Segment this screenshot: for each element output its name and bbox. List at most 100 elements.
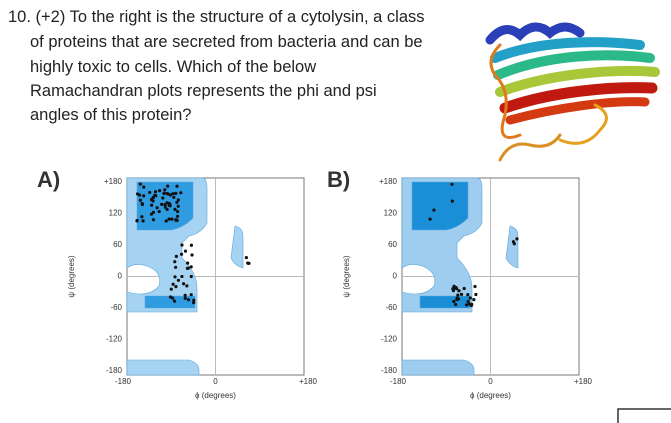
y-tick-label: -120 <box>106 335 123 344</box>
y-tick-label: 0 <box>393 272 398 281</box>
residue-dot <box>174 218 178 222</box>
y-tick-label: 60 <box>113 240 122 249</box>
y-tick-label: 120 <box>109 209 123 218</box>
residue-dot <box>452 299 456 304</box>
residue-dot <box>171 282 175 286</box>
x-tick-label: 0 <box>213 377 218 386</box>
residue-dot <box>185 266 190 270</box>
panel-label: B) <box>327 167 350 192</box>
residue-dot <box>432 208 436 212</box>
residue-dot <box>168 201 172 206</box>
residue-dot <box>428 217 432 221</box>
y-axis-label: ψ (degrees) <box>67 255 76 298</box>
y-tick-label: -60 <box>385 303 397 312</box>
residue-dot <box>173 260 177 264</box>
answer-box <box>617 408 671 423</box>
residue-dot <box>158 189 162 193</box>
residue-dot <box>175 200 179 204</box>
residue-dot <box>176 198 180 202</box>
residue-dot <box>153 193 157 197</box>
residue-dot <box>142 185 146 189</box>
residue-dot <box>473 284 477 289</box>
residue-dot <box>456 297 461 301</box>
residue-dot <box>462 286 466 291</box>
question-line: angles of this protein? <box>30 106 192 124</box>
y-tick-label: -60 <box>110 303 122 312</box>
residue-dot <box>192 301 196 305</box>
question-line: 10. (+2) To the right is the structure o… <box>8 8 425 26</box>
residue-dot <box>180 274 184 279</box>
residue-dot <box>466 299 470 304</box>
panel-label: A) <box>37 167 60 192</box>
ramachandran-plot <box>401 177 580 376</box>
residue-dot <box>164 219 168 223</box>
residue-dot <box>174 191 178 196</box>
residue-dot <box>165 201 169 205</box>
residue-dot <box>183 296 187 300</box>
y-tick-label: -180 <box>381 366 398 375</box>
residue-dot <box>456 293 460 297</box>
residue-dot <box>180 243 184 247</box>
residue-dot <box>166 184 170 188</box>
residue-dot <box>172 195 176 199</box>
residue-dot <box>454 285 458 290</box>
residue-dot <box>459 292 464 296</box>
residue-dot <box>183 293 187 297</box>
residue-dot <box>192 298 196 302</box>
residue-dot <box>162 191 166 195</box>
residue-dot <box>168 193 173 197</box>
residue-dot <box>474 292 478 297</box>
residue-dot <box>141 219 145 223</box>
residue-dot <box>163 188 167 192</box>
allowed-region <box>411 181 469 231</box>
residue-dot <box>176 209 180 214</box>
residue-dot <box>165 207 169 212</box>
residue-dot <box>175 214 180 218</box>
residue-dot <box>135 218 139 223</box>
residue-dot <box>155 206 159 210</box>
residue-dot <box>464 303 469 307</box>
residue-dot <box>469 303 473 308</box>
residue-dot <box>511 240 516 244</box>
residue-dot <box>183 249 188 253</box>
residue-dot <box>142 194 146 198</box>
residue-dot <box>174 285 178 289</box>
y-tick-label: 0 <box>118 272 123 281</box>
question-line: Ramachandran plots represents the phi an… <box>30 82 377 100</box>
residue-dot <box>165 191 169 196</box>
residue-dot <box>148 190 152 195</box>
x-tick-label: +180 <box>574 377 593 386</box>
allowed-region <box>505 225 519 269</box>
y-tick-label: 120 <box>384 209 398 218</box>
residue-dot <box>163 205 167 209</box>
x-tick-label: -180 <box>115 377 132 386</box>
residue-dot <box>189 274 193 279</box>
residue-dot <box>167 217 171 221</box>
residue-dot <box>151 218 156 222</box>
residue-dot <box>171 296 175 300</box>
residue-dot <box>515 237 519 241</box>
residue-dot <box>181 282 186 286</box>
question-line: of proteins that are secreted from bacte… <box>30 33 423 51</box>
residue-dot <box>189 265 193 269</box>
residue-dot <box>244 256 248 260</box>
residue-dot <box>176 278 181 282</box>
residue-dot <box>138 182 142 186</box>
residue-dot <box>246 261 250 265</box>
residue-dot <box>451 289 456 293</box>
residue-dot <box>169 287 173 291</box>
residue-dot <box>176 204 180 208</box>
residue-dot <box>173 207 177 212</box>
ramachandran-plot <box>126 177 305 376</box>
residue-dot <box>185 284 189 288</box>
residue-dot <box>179 252 184 256</box>
allowed-region <box>401 359 475 376</box>
residue-dot <box>450 199 454 203</box>
residue-dot <box>174 265 178 269</box>
x-tick-label: 0 <box>488 377 493 386</box>
x-tick-label: -180 <box>390 377 407 386</box>
residue-dot <box>140 201 144 206</box>
y-tick-label: 60 <box>388 240 397 249</box>
residue-dot <box>175 184 179 188</box>
residue-dot <box>172 299 177 303</box>
